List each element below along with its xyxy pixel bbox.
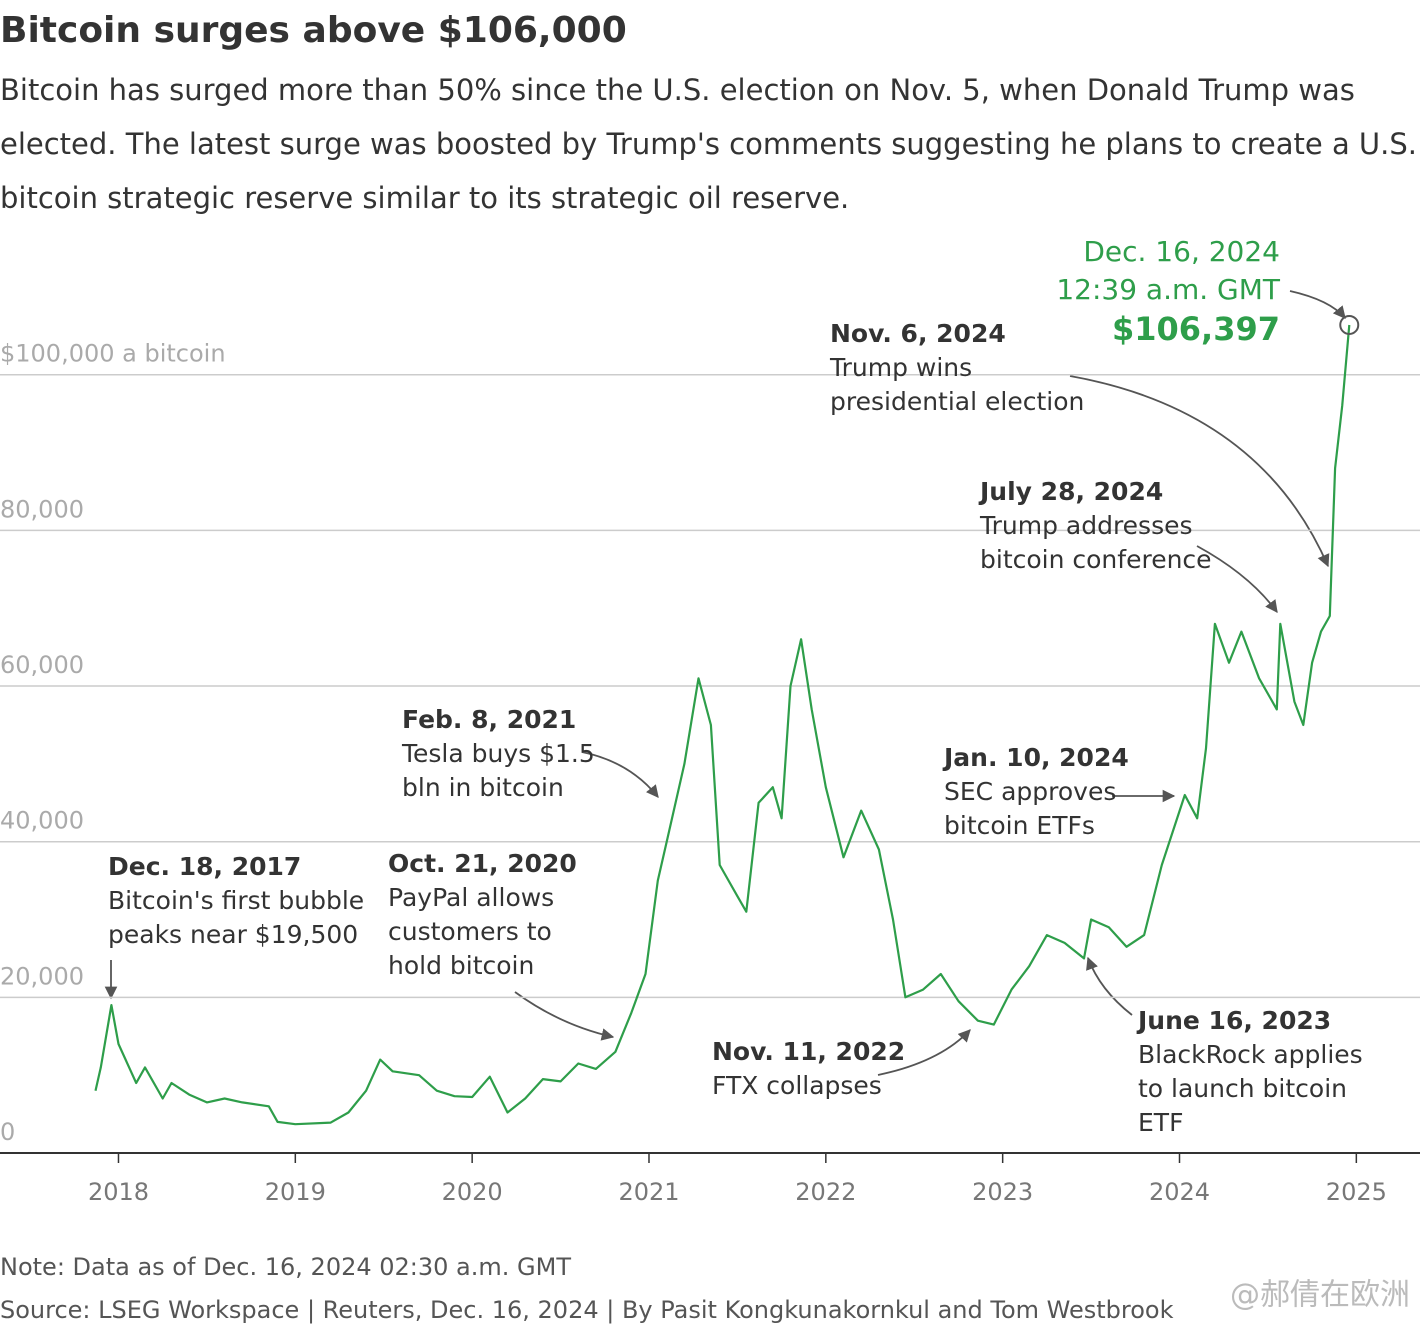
annotation-text: Trump addresses xyxy=(979,511,1193,540)
watermark: @郝倩在欧洲 xyxy=(1230,1278,1410,1313)
annotation-date: Jan. 10, 2024 xyxy=(942,743,1129,772)
source: Source: LSEG Workspace | Reuters, Dec. 1… xyxy=(0,1296,1174,1324)
x-tick-label: 2025 xyxy=(1326,1178,1387,1206)
annotation-text: ETF xyxy=(1138,1108,1183,1137)
annotation-text: peaks near $19,500 xyxy=(108,920,358,949)
subtitle: bitcoin strategic reserve similar to its… xyxy=(0,181,849,215)
latest-time: 12:39 a.m. GMT xyxy=(1056,273,1281,306)
x-tick-label: 2021 xyxy=(618,1178,679,1206)
y-tick-label: 60,000 xyxy=(0,651,84,679)
annotation-date: Nov. 6, 2024 xyxy=(830,319,1006,348)
annotation-date: July 28, 2024 xyxy=(978,477,1163,506)
latest-price: $106,397 xyxy=(1112,310,1280,348)
subtitle: Bitcoin has surged more than 50% since t… xyxy=(0,73,1355,107)
title: Bitcoin surges above $106,000 xyxy=(0,10,627,51)
annotation-text: BlackRock applies xyxy=(1138,1040,1363,1069)
y-tick-label: 40,000 xyxy=(0,807,84,835)
annotation-text: Tesla buys $1.5 xyxy=(401,739,595,768)
annotation-text: hold bitcoin xyxy=(388,951,534,980)
x-tick-label: 2024 xyxy=(1149,1178,1210,1206)
note: Note: Data as of Dec. 16, 2024 02:30 a.m… xyxy=(0,1253,571,1281)
arrows xyxy=(104,290,1346,1076)
annotation-text: bitcoin ETFs xyxy=(944,811,1095,840)
y-tick-label: $100,000 a bitcoin xyxy=(0,340,226,368)
annotation-date: Dec. 18, 2017 xyxy=(108,852,301,881)
annotation-text: customers to xyxy=(388,917,552,946)
x-tick-label: 2019 xyxy=(265,1178,326,1206)
annotation-text: PayPal allows xyxy=(388,883,554,912)
annotation-text: bitcoin conference xyxy=(980,545,1212,574)
annotation-text: to launch bitcoin xyxy=(1138,1074,1347,1103)
x-tick-label: 2018 xyxy=(88,1178,149,1206)
annotation-text: Trump wins xyxy=(829,353,972,382)
latest-point xyxy=(1339,314,1360,335)
annotation-date: June 16, 2023 xyxy=(1136,1006,1331,1035)
annotation-date: Nov. 11, 2022 xyxy=(712,1037,905,1066)
price-line xyxy=(94,324,1351,1126)
annotation-date: Feb. 8, 2021 xyxy=(402,705,576,734)
annotation-text: Bitcoin's first bubble xyxy=(108,886,364,915)
latest-date: Dec. 16, 2024 xyxy=(1083,235,1280,268)
subtitle: elected. The latest surge was boosted by… xyxy=(0,127,1417,161)
annotation-date: Oct. 21, 2020 xyxy=(388,849,577,878)
annotation-text: SEC approves xyxy=(944,777,1116,806)
x-tick-label: 2023 xyxy=(972,1178,1033,1206)
annotation-text: FTX collapses xyxy=(712,1071,882,1100)
y-tick-label: 80,000 xyxy=(0,495,84,523)
y-tick-label: 0 xyxy=(0,1118,15,1146)
x-tick-label: 2022 xyxy=(795,1178,856,1206)
annotation-text: presidential election xyxy=(830,387,1084,416)
annotation-text: bln in bitcoin xyxy=(402,773,564,802)
y-tick-label: 20,000 xyxy=(0,962,84,990)
x-tick-label: 2020 xyxy=(442,1178,503,1206)
